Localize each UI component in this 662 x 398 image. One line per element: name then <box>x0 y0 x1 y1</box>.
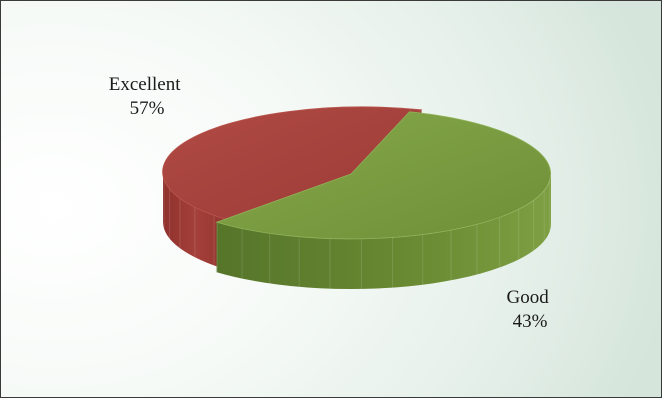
pie-slice-excellent <box>215 111 552 290</box>
pie-slice-excellent-top <box>215 111 551 240</box>
pie-slice-good-rim <box>162 172 229 271</box>
slice-label-excellent-value: 57% <box>130 98 165 119</box>
pie-slice-good-top <box>162 106 423 221</box>
slice-label-excellent-name: Excellent <box>109 74 181 95</box>
slice-label-good: Good 43% <box>507 287 554 332</box>
pie-slice-excellent-rim <box>216 174 552 290</box>
slice-label-good-value: 43% <box>513 311 548 332</box>
slice-label-excellent: Excellent 57% <box>109 74 186 119</box>
slice-label-good-name: Good <box>507 287 550 308</box>
